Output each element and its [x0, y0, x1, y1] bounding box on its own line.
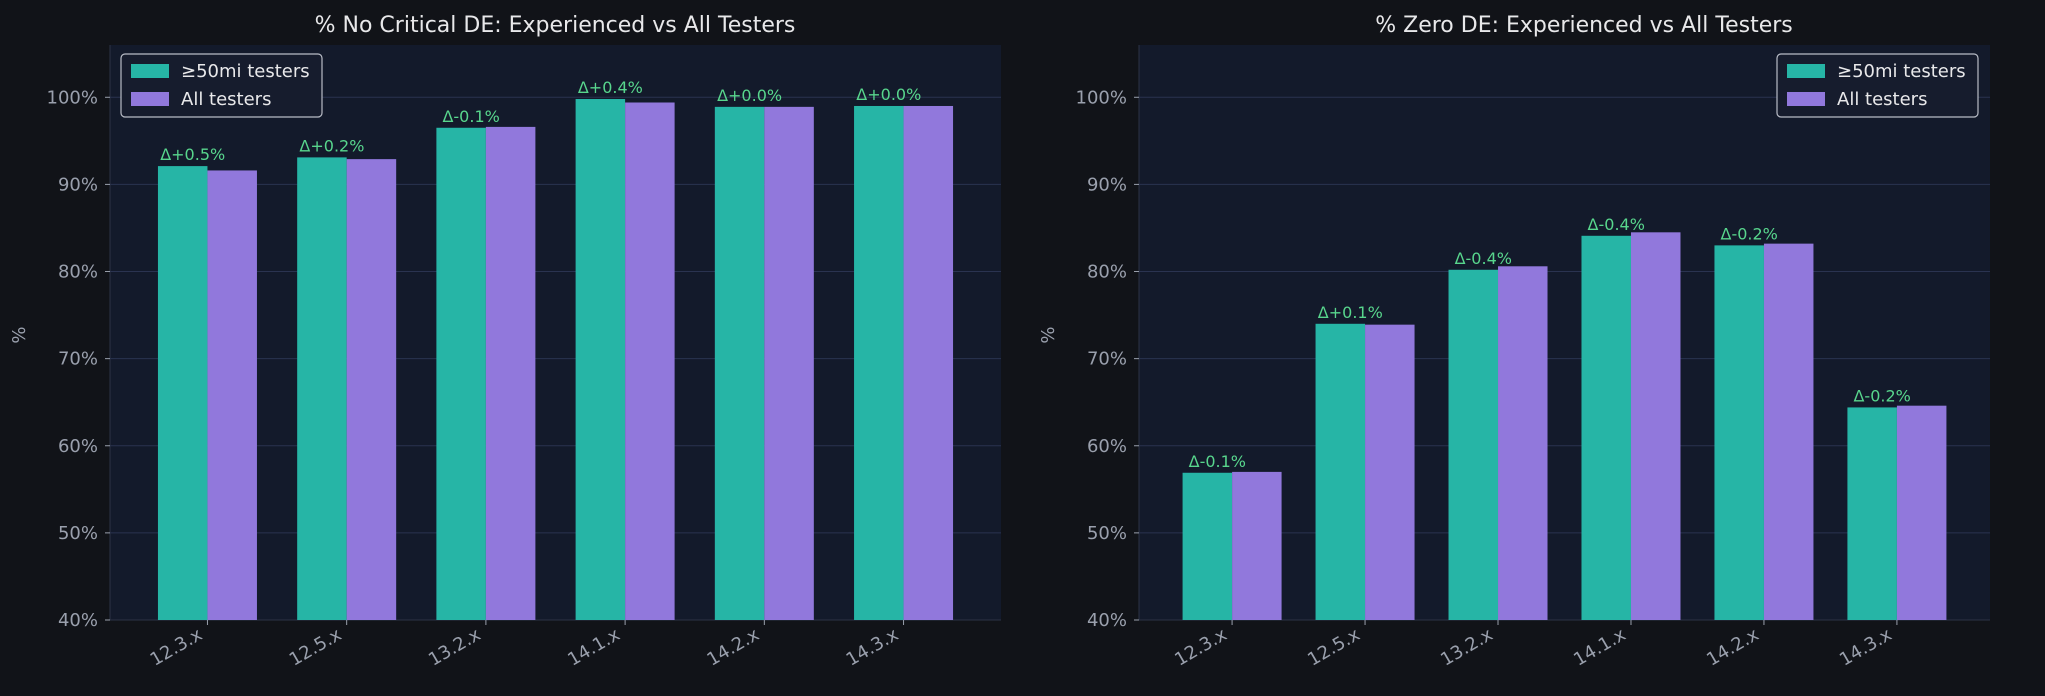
y-axis-label: %	[9, 326, 30, 343]
y-tick-label: 70%	[58, 349, 98, 370]
legend: ≥50mi testers All testers	[120, 53, 323, 118]
legend-label: All testers	[1837, 89, 1927, 110]
delta-annotation: Δ+0.1%	[1318, 303, 1383, 322]
y-tick-label: 40%	[58, 610, 98, 631]
bar-experienced	[575, 99, 626, 621]
plot-area	[110, 45, 1001, 620]
bar-all-testers	[1498, 266, 1548, 620]
bar-experienced	[1714, 245, 1764, 620]
bar-all-testers	[1232, 471, 1282, 620]
legend-swatch	[131, 92, 169, 106]
y-tick-label: 50%	[1087, 523, 1127, 544]
bar-experienced	[714, 106, 765, 620]
bar-experienced	[1847, 407, 1897, 620]
delta-annotation: Δ+0.0%	[856, 85, 921, 104]
delta-annotation: Δ+0.4%	[578, 78, 643, 97]
y-tick-label: 60%	[1087, 436, 1127, 457]
y-tick-label: 100%	[47, 87, 98, 108]
legend-label: ≥50mi testers	[181, 61, 310, 82]
y-tick-label: 50%	[58, 523, 98, 544]
delta-annotation: Δ+0.0%	[717, 86, 782, 105]
legend-box	[1776, 53, 1979, 118]
bar-experienced	[1448, 269, 1499, 620]
bar-experienced	[436, 127, 486, 621]
delta-annotation: Δ-0.2%	[1721, 224, 1778, 243]
bar-all-testers	[1630, 232, 1681, 620]
chart-title: % Zero DE: Experienced vs All Testers	[1375, 13, 1793, 38]
bar-experienced	[157, 166, 208, 620]
y-tick-label: 40%	[1087, 610, 1127, 631]
chart-zero-de: 40%50%60%70%80%90%100%Δ-0.1%12.3.xΔ+0.1%…	[1038, 13, 1990, 671]
chart-no-critical-de: 40%50%60%70%80%90%100%Δ+0.5%12.3.xΔ+0.2%…	[9, 13, 1001, 671]
bar-all-testers	[764, 106, 814, 620]
legend-swatch	[1787, 64, 1825, 78]
bar-all-testers	[207, 170, 257, 621]
bar-all-testers	[1365, 324, 1415, 620]
delta-annotation: Δ+0.5%	[160, 145, 225, 164]
delta-annotation: Δ-0.1%	[1189, 452, 1246, 471]
bar-experienced	[297, 157, 347, 621]
legend-label: ≥50mi testers	[1837, 61, 1966, 82]
legend: ≥50mi testers All testers	[1776, 53, 1979, 118]
legend-swatch	[1787, 92, 1825, 106]
y-tick-label: 90%	[58, 174, 98, 195]
bar-experienced	[1581, 235, 1631, 620]
legend-swatch	[131, 64, 169, 78]
legend-label: All testers	[181, 89, 271, 110]
y-tick-label: 70%	[1087, 349, 1127, 370]
bar-experienced	[1315, 323, 1366, 620]
y-tick-label: 80%	[1087, 262, 1127, 283]
y-tick-label: 90%	[1087, 174, 1127, 195]
delta-annotation: Δ-0.4%	[1455, 249, 1512, 268]
delta-annotation: Δ+0.2%	[299, 136, 364, 155]
bar-all-testers	[1896, 405, 1947, 620]
y-tick-label: 80%	[58, 262, 98, 283]
bar-all-testers	[1763, 243, 1814, 621]
legend-box	[120, 53, 323, 118]
delta-annotation: Δ-0.2%	[1853, 386, 1910, 405]
delta-annotation: Δ-0.4%	[1588, 215, 1645, 234]
delta-annotation: Δ-0.1%	[442, 107, 499, 126]
bar-all-testers	[485, 126, 536, 621]
y-axis-label: %	[1038, 326, 1059, 343]
bar-experienced	[854, 105, 904, 620]
bar-all-testers	[346, 159, 397, 620]
bar-experienced	[1182, 472, 1233, 620]
bar-all-testers	[625, 102, 675, 620]
y-tick-label: 100%	[1076, 87, 1127, 108]
y-tick-label: 60%	[58, 436, 98, 457]
chart-title: % No Critical DE: Experienced vs All Tes…	[315, 13, 796, 38]
bar-all-testers	[903, 105, 954, 620]
